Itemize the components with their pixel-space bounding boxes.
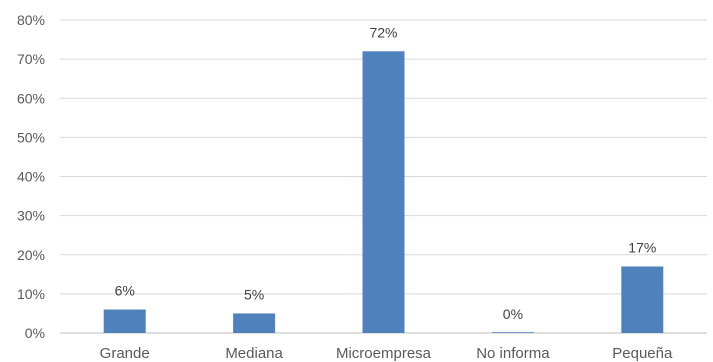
y-tick-label: 50% — [17, 129, 45, 145]
bar-peque-a — [621, 266, 664, 333]
x-tick-label: Microempresa — [336, 345, 432, 362]
y-tick-label: 20% — [17, 247, 45, 263]
y-tick-label: 10% — [17, 286, 45, 302]
bar-mediana — [233, 313, 276, 333]
x-tick-label: Mediana — [225, 345, 283, 362]
x-tick-label: Pequeña — [612, 345, 673, 362]
bars — [103, 51, 664, 334]
y-tick-label: 40% — [17, 169, 45, 185]
y-tick-label: 30% — [17, 208, 45, 224]
x-axis-labels: Grande Mediana Microempresa No informa Peque… — [100, 345, 673, 362]
y-tick-label: 0% — [25, 325, 45, 341]
data-labels: 6% 5% 72% 0% 17% — [115, 24, 657, 322]
y-axis-ticks: 0% 10% 20% 30% 40% 50% 60% 70% 80% — [17, 12, 45, 341]
data-label: 0% — [503, 306, 523, 322]
data-label: 5% — [244, 286, 264, 302]
y-tick-label: 80% — [17, 12, 45, 28]
data-label: 72% — [369, 24, 397, 40]
bar-grande — [103, 309, 146, 333]
data-label: 17% — [628, 239, 656, 255]
bar-no-informa — [491, 332, 534, 333]
y-tick-label: 70% — [17, 51, 45, 67]
x-tick-label: No informa — [476, 345, 550, 362]
y-tick-label: 60% — [17, 90, 45, 106]
data-label: 6% — [115, 283, 135, 299]
bar-microempresa — [362, 51, 405, 334]
x-tick-label: Grande — [100, 345, 150, 362]
